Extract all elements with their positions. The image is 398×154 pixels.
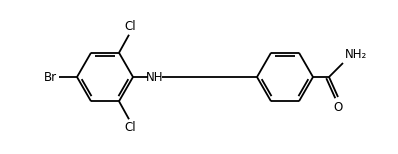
Text: O: O	[334, 101, 343, 114]
Text: Br: Br	[44, 71, 57, 83]
Text: Cl: Cl	[124, 121, 136, 134]
Text: Cl: Cl	[124, 20, 136, 33]
Text: NH: NH	[146, 71, 164, 83]
Text: NH₂: NH₂	[345, 48, 367, 61]
